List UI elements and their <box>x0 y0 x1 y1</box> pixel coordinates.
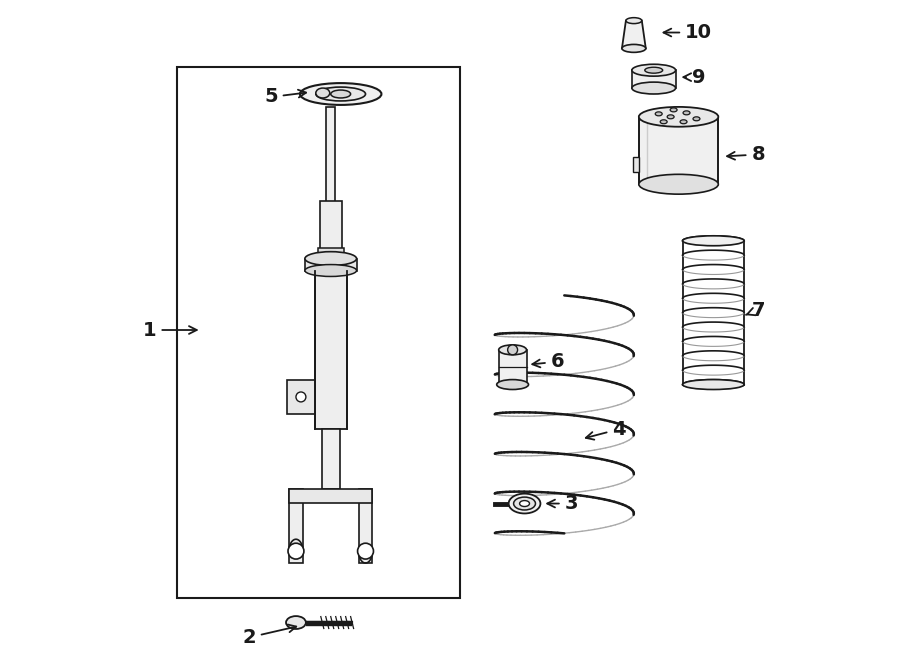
Bar <box>315 271 346 429</box>
Bar <box>322 429 339 489</box>
Bar <box>287 379 315 414</box>
Bar <box>289 489 373 502</box>
Text: 5: 5 <box>265 87 306 107</box>
Ellipse shape <box>622 44 646 52</box>
Text: 1: 1 <box>143 320 197 340</box>
Bar <box>318 248 344 256</box>
Ellipse shape <box>661 120 667 124</box>
Text: 9: 9 <box>683 68 706 87</box>
Ellipse shape <box>632 64 676 76</box>
Ellipse shape <box>330 90 351 98</box>
Circle shape <box>296 392 306 402</box>
Ellipse shape <box>667 115 674 118</box>
Circle shape <box>357 544 374 559</box>
Ellipse shape <box>305 265 356 277</box>
Bar <box>289 489 303 563</box>
Text: 6: 6 <box>532 352 564 371</box>
Ellipse shape <box>639 107 718 126</box>
Ellipse shape <box>632 82 676 94</box>
Ellipse shape <box>499 345 526 355</box>
Bar <box>327 107 335 206</box>
Text: 10: 10 <box>663 23 712 42</box>
Polygon shape <box>622 21 646 48</box>
Bar <box>632 70 676 88</box>
Circle shape <box>288 544 304 559</box>
Ellipse shape <box>644 68 662 73</box>
Ellipse shape <box>508 494 540 514</box>
Ellipse shape <box>682 379 744 389</box>
Ellipse shape <box>682 236 744 246</box>
Text: 3: 3 <box>547 494 578 513</box>
Ellipse shape <box>316 87 365 101</box>
Ellipse shape <box>305 252 356 265</box>
Ellipse shape <box>655 112 662 116</box>
Ellipse shape <box>497 379 528 389</box>
Ellipse shape <box>300 83 382 105</box>
Ellipse shape <box>514 497 536 510</box>
Bar <box>176 68 460 598</box>
Text: 4: 4 <box>586 420 625 440</box>
Circle shape <box>508 345 518 355</box>
Ellipse shape <box>639 174 718 194</box>
Text: 7: 7 <box>746 301 765 320</box>
Text: 2: 2 <box>242 624 296 647</box>
Bar <box>305 259 356 271</box>
Bar <box>639 117 718 184</box>
Ellipse shape <box>286 616 306 629</box>
Ellipse shape <box>680 120 687 124</box>
Bar <box>633 158 639 172</box>
Ellipse shape <box>670 108 677 112</box>
Ellipse shape <box>683 111 690 115</box>
Ellipse shape <box>626 18 642 24</box>
Ellipse shape <box>693 117 700 120</box>
Text: 8: 8 <box>727 145 765 164</box>
Ellipse shape <box>519 500 529 506</box>
Bar <box>358 489 373 563</box>
Bar <box>499 350 526 385</box>
Ellipse shape <box>316 88 329 98</box>
Bar <box>320 201 342 256</box>
